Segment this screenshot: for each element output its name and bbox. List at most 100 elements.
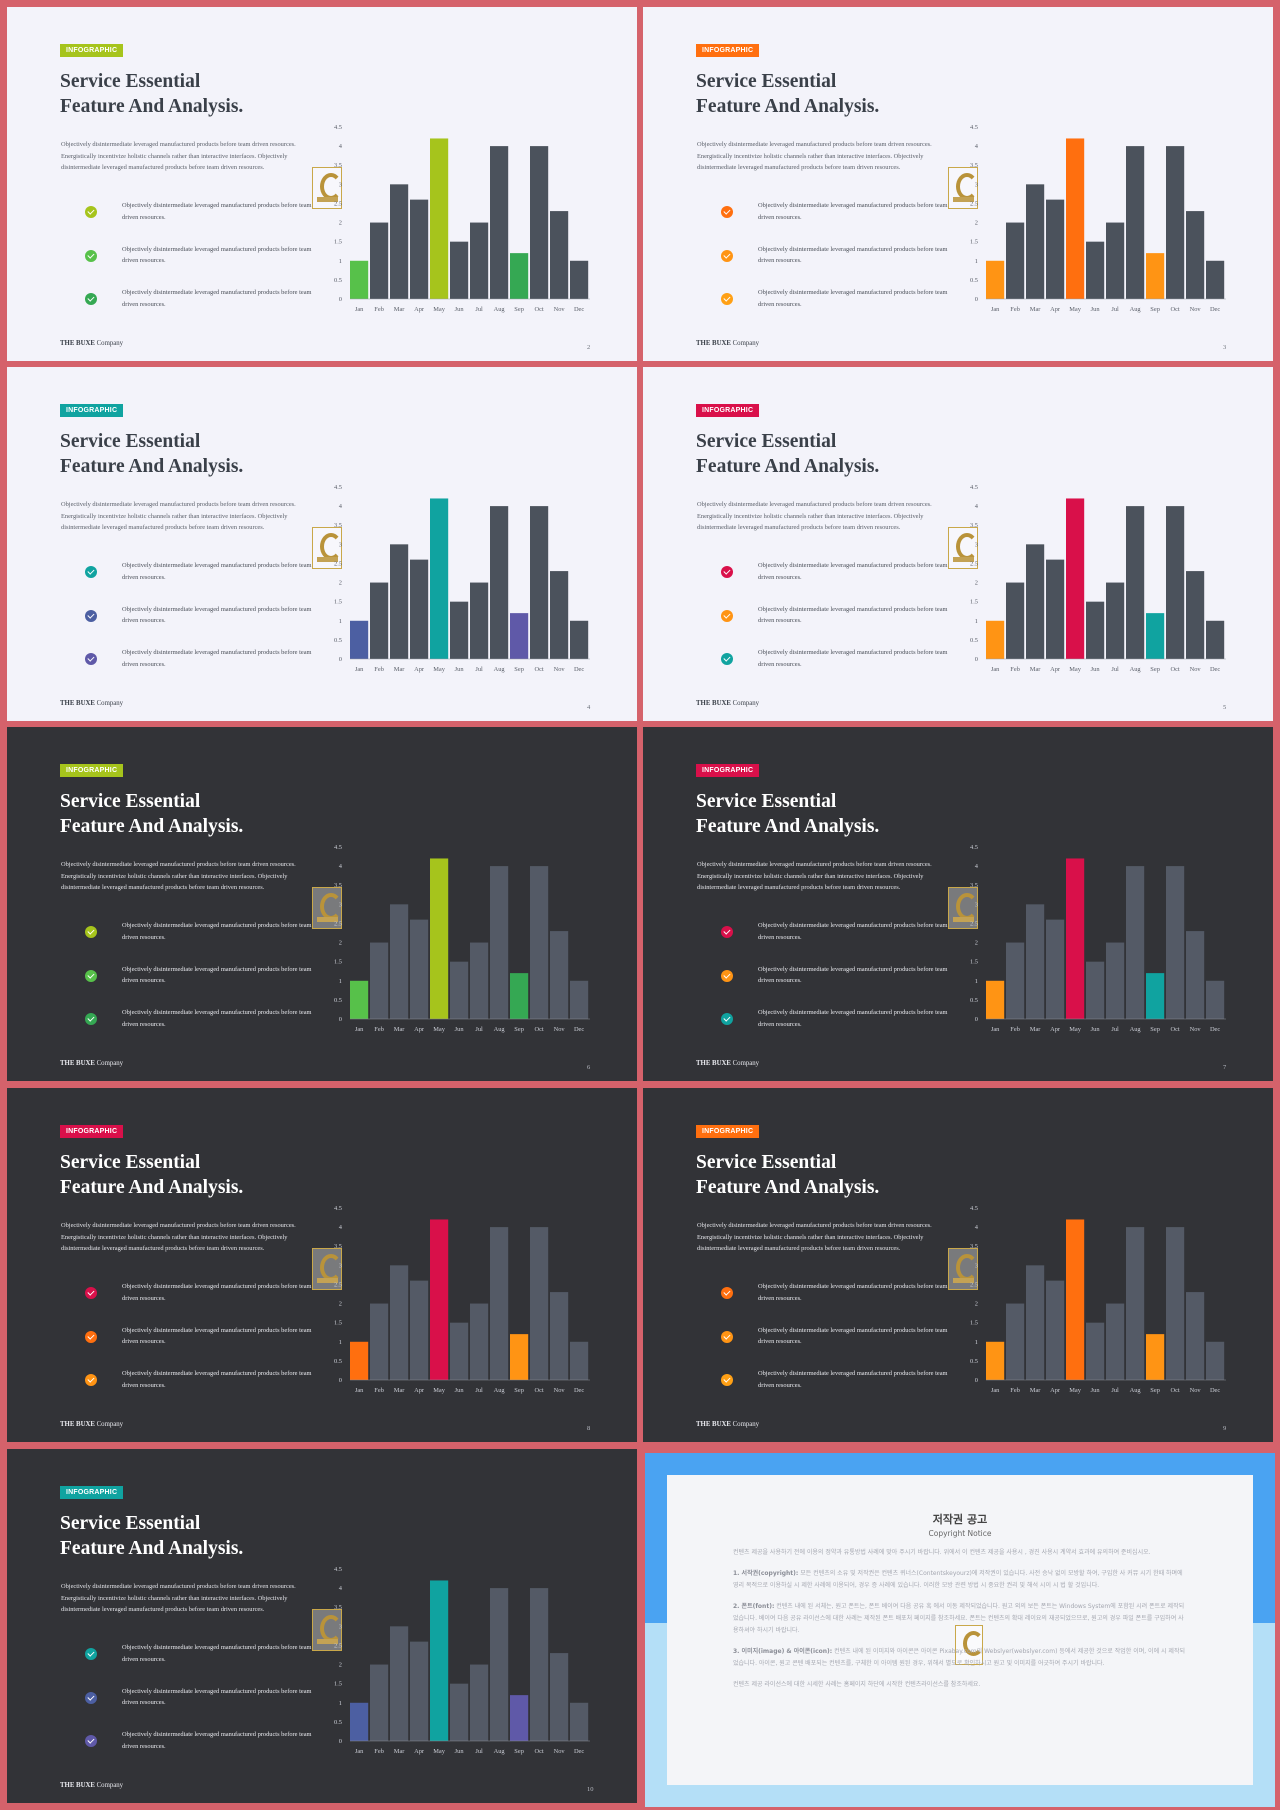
bar-oct xyxy=(1166,146,1185,299)
x-tick-label: Apr xyxy=(414,666,425,673)
check-icon xyxy=(85,249,97,262)
slide-title: Service Essential Feature And Analysis. xyxy=(60,1150,243,1200)
y-tick-label: 4 xyxy=(339,143,343,150)
bar-dec xyxy=(1206,260,1225,299)
bar-oct xyxy=(530,866,549,1019)
x-tick-label: Jul xyxy=(475,1387,483,1394)
x-tick-label: Oct xyxy=(534,306,543,313)
y-tick-label: 2 xyxy=(975,1301,978,1308)
bar-jul xyxy=(470,1664,489,1741)
x-tick-label: Mar xyxy=(1030,666,1042,673)
bar-sep xyxy=(1146,1334,1165,1380)
title-line-2: Feature And Analysis. xyxy=(60,96,244,117)
y-tick-label: 4.5 xyxy=(334,1205,342,1212)
slide-2: INFOGRAPHIC Service Essential Feature An… xyxy=(7,7,637,361)
x-tick-label: Jul xyxy=(475,1748,483,1755)
bar-mar xyxy=(390,544,409,659)
x-tick-label: Dec xyxy=(574,306,584,313)
bar-apr xyxy=(1046,1280,1065,1380)
x-tick-label: Jan xyxy=(355,1026,364,1033)
y-tick-label: 2.5 xyxy=(334,920,342,927)
bar-oct xyxy=(1166,866,1185,1019)
bullet-item: Objectively disintermediate leveraged ma… xyxy=(85,1281,323,1325)
bar-jul xyxy=(470,222,489,299)
x-tick-label: Oct xyxy=(1170,1026,1179,1033)
footer-company: THE BUXE Company xyxy=(696,340,760,347)
bullet-text: Objectively disintermediate leveraged ma… xyxy=(758,605,948,625)
title-line-1: Service Essential xyxy=(60,791,201,812)
check-icon xyxy=(721,609,733,622)
bar-oct xyxy=(1166,506,1185,659)
bullet-item: Objectively disintermediate leveraged ma… xyxy=(721,604,959,648)
y-tick-label: 3.5 xyxy=(970,1243,978,1250)
x-tick-label: Apr xyxy=(414,1387,425,1394)
x-tick-label: Aug xyxy=(1130,1387,1142,1394)
y-tick-label: 1.5 xyxy=(970,1320,978,1327)
bar-chart: 0 0.5 1 1.5 2 2.5 3 3.5 4 4.5 Jan Feb Mar Apr May Jun Ju… xyxy=(970,484,1226,673)
y-tick-label: 3.5 xyxy=(334,162,342,169)
y-tick-label: 1 xyxy=(339,618,342,625)
check-icon xyxy=(85,293,97,305)
bar-dec xyxy=(570,1341,589,1380)
bullet-list: Objectively disintermediate leveraged ma… xyxy=(85,1281,323,1412)
bar-jul xyxy=(1106,222,1125,299)
watermark-logo-icon xyxy=(312,167,342,209)
bar-aug xyxy=(1126,146,1145,299)
watermark-logo-icon xyxy=(948,1248,978,1290)
page-number: 10 xyxy=(587,1786,594,1793)
bar-feb xyxy=(1006,1303,1025,1380)
y-tick-label: 3 xyxy=(975,901,978,908)
bullet-text: Objectively disintermediate leveraged ma… xyxy=(122,202,312,221)
slide-10: INFOGRAPHIC Service Essential Feature An… xyxy=(7,1449,637,1803)
x-tick-label: Mar xyxy=(1030,1387,1042,1394)
notice-copyright: 1. 서작권(copyright): 모든 컨텐츠의 소유 및 저작권은 컨텐츠… xyxy=(733,1570,1183,1589)
y-tick-label: 0 xyxy=(339,1377,342,1384)
x-tick-label: Sep xyxy=(1150,306,1160,313)
x-tick-label: Jul xyxy=(1111,666,1119,673)
watermark-logo-icon xyxy=(312,887,342,929)
bar-chart: 0 0.5 1 1.5 2 2.5 3 3.5 4 4.5 Jan Feb Mar Apr May Jun Ju… xyxy=(970,1205,1226,1394)
description: Objectively disintermediate leveraged ma… xyxy=(697,501,932,531)
bullet-text: Objectively disintermediate leveraged ma… xyxy=(122,245,312,265)
check-icon xyxy=(85,1374,97,1386)
y-tick-label: 2 xyxy=(975,220,978,227)
x-tick-label: Jan xyxy=(355,306,364,313)
y-tick-label: 3.5 xyxy=(334,1243,342,1250)
y-tick-label: 1.5 xyxy=(334,1681,342,1688)
check-icon xyxy=(85,566,97,578)
x-tick-label: Jun xyxy=(455,1387,465,1394)
bar-jul xyxy=(470,1303,489,1380)
y-tick-label: 2.5 xyxy=(334,1642,342,1649)
check-icon xyxy=(721,1287,733,1299)
check-icon xyxy=(85,926,97,938)
y-tick-label: 3 xyxy=(339,181,342,188)
infographic-tag: INFOGRAPHIC xyxy=(60,1125,124,1138)
x-tick-label: Sep xyxy=(1150,666,1160,673)
page-number: 2 xyxy=(587,344,591,351)
bullet-text: Objectively disintermediate leveraged ma… xyxy=(122,922,312,941)
y-tick-label: 3 xyxy=(339,901,342,908)
x-tick-label: Jun xyxy=(455,306,465,313)
y-tick-label: 2 xyxy=(975,940,978,947)
y-tick-label: 2.5 xyxy=(970,560,978,567)
check-icon xyxy=(721,926,733,938)
x-tick-label: May xyxy=(1069,666,1082,673)
y-tick-label: 0 xyxy=(975,296,978,303)
bar-apr xyxy=(410,559,429,659)
x-tick-label: Dec xyxy=(574,1026,584,1033)
bullet-list: Objectively disintermediate leveraged ma… xyxy=(721,1281,959,1412)
page-number: 6 xyxy=(587,1064,591,1071)
bullet-list: Objectively disintermediate leveraged ma… xyxy=(85,560,323,691)
x-tick-label: Sep xyxy=(514,666,524,673)
bar-apr xyxy=(410,1280,429,1380)
notice-image-icon: 3. 이미지(image) & 아이콘(icon): 컨텐츠 내에 된 이미지와… xyxy=(733,1648,1185,1667)
bar-jul xyxy=(1106,582,1125,659)
x-tick-label: Mar xyxy=(394,666,406,673)
y-tick-label: 4.5 xyxy=(970,844,978,851)
bar-jan xyxy=(350,620,369,659)
bullet-item: Objectively disintermediate leveraged ma… xyxy=(721,200,959,244)
description: Objectively disintermediate leveraged ma… xyxy=(697,1222,932,1252)
bar-apr xyxy=(1046,199,1065,299)
bullet-item: Objectively disintermediate leveraged ma… xyxy=(85,604,323,648)
y-tick-label: 0.5 xyxy=(970,637,978,644)
